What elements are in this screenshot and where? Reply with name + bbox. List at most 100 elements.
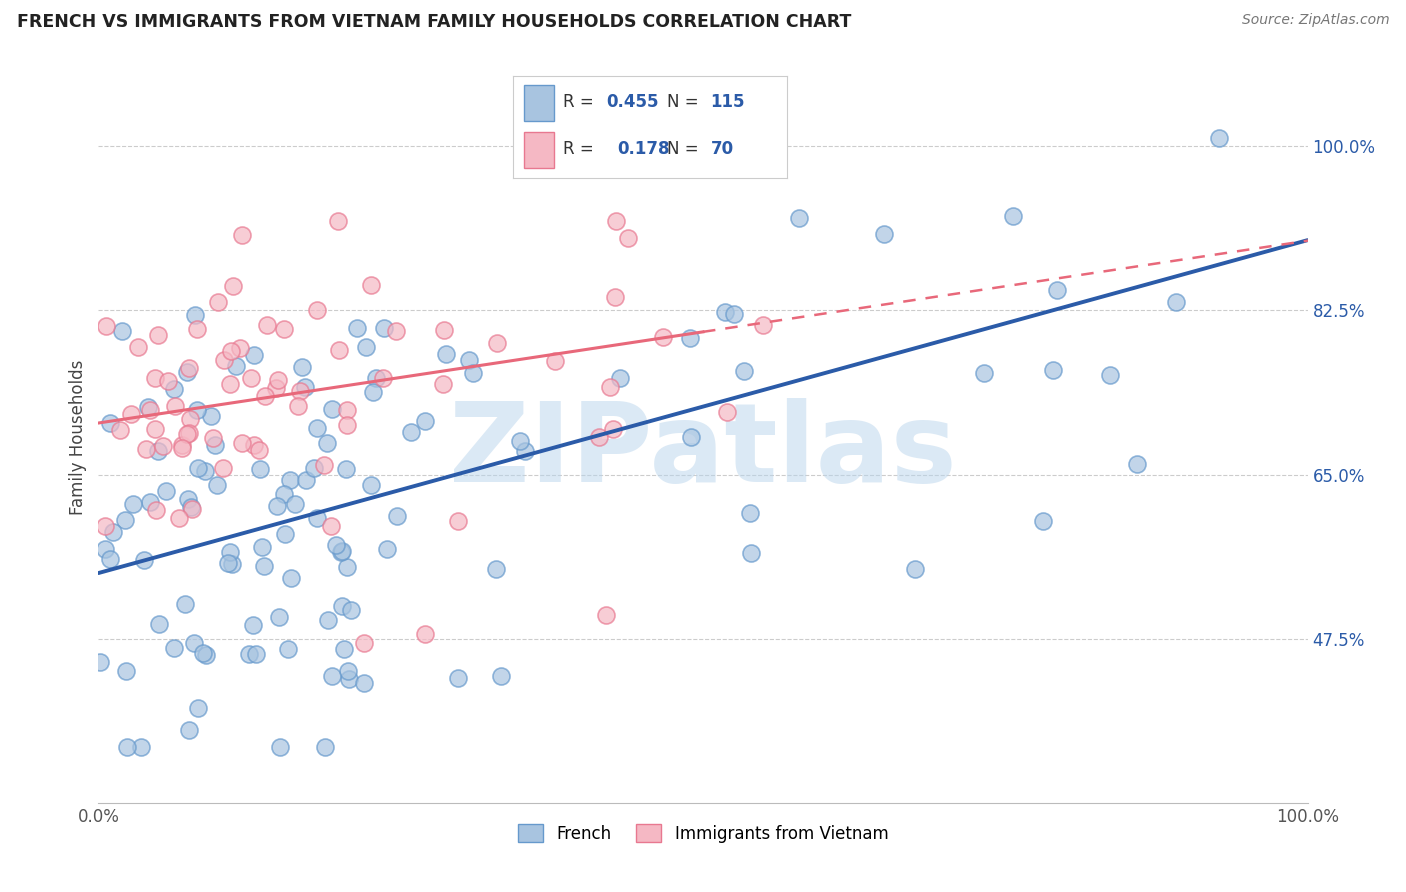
Point [1208,130,1230,145]
Point [273,321,295,335]
Point [1001,209,1024,223]
Point [375,542,398,557]
Point [336,403,359,417]
Point [740,546,762,560]
Point [267,373,290,387]
Point [599,380,621,394]
Point [93,542,115,557]
Point [294,473,316,487]
Point [184,308,207,322]
Point [463,367,485,381]
Point [973,367,995,381]
Point [714,304,737,318]
Point [1164,295,1187,310]
Point [904,562,927,576]
Point [135,442,157,456]
Point [652,330,675,344]
Point [145,503,167,517]
Point [291,359,314,374]
Point [231,435,253,450]
FancyBboxPatch shape [524,85,554,121]
Point [148,617,170,632]
Point [330,599,353,613]
Point [205,478,228,492]
Point [267,609,290,624]
Point [1046,284,1069,298]
Point [314,739,336,754]
Text: N =: N = [666,93,703,111]
Point [447,515,470,529]
Point [115,739,138,754]
Point [605,290,627,304]
Point [143,371,166,385]
Point [114,664,136,678]
Point [353,636,375,650]
Point [544,353,567,368]
Point [94,518,117,533]
Point [609,370,631,384]
Point [174,597,197,611]
Point [186,403,208,417]
Point [253,558,276,573]
Point [458,352,481,367]
Point [335,462,357,476]
Point [269,739,291,754]
Point [353,676,375,690]
Point [273,487,295,501]
Point [187,460,209,475]
Point [602,422,624,436]
Point [1099,368,1122,382]
Point [340,603,363,617]
Y-axis label: Family Households: Family Households [69,359,87,515]
Point [186,322,208,336]
Point [415,414,437,428]
Point [176,365,198,379]
Point [337,664,360,678]
Point [1126,458,1149,472]
Point [733,364,755,378]
Text: FRENCH VS IMMIGRANTS FROM VIETNAM FAMILY HOUSEHOLDS CORRELATION CHART: FRENCH VS IMMIGRANTS FROM VIETNAM FAMILY… [17,13,851,31]
Text: 0.455: 0.455 [606,93,659,111]
Point [305,302,328,317]
Point [314,458,336,473]
Point [337,672,360,686]
Point [155,484,177,499]
Point [94,319,117,334]
Point [385,508,408,523]
Point [152,439,174,453]
Point [336,560,359,574]
Point [229,342,252,356]
Point [287,399,309,413]
Point [264,381,287,395]
Point [249,462,271,476]
Point [373,371,395,385]
Point [243,438,266,452]
Point [219,376,242,391]
Point [328,343,350,357]
Text: 70: 70 [710,140,734,158]
Point [111,324,134,338]
Point [873,227,896,241]
Point [163,641,186,656]
Point [239,371,262,385]
Point [101,524,124,539]
Point [509,434,531,448]
Text: R =: R = [562,93,599,111]
Point [163,399,186,413]
Text: 0.178: 0.178 [617,140,669,158]
Point [447,671,470,685]
Point [413,627,436,641]
Point [307,421,329,435]
Point [605,214,627,228]
Point [247,443,270,458]
Point [146,328,169,343]
Point [89,655,111,669]
Point [329,545,352,559]
Point [354,340,377,354]
Point [252,540,274,554]
Point [373,320,395,334]
Point [588,430,610,444]
Point [284,498,307,512]
Point [679,330,702,344]
Point [346,321,368,335]
